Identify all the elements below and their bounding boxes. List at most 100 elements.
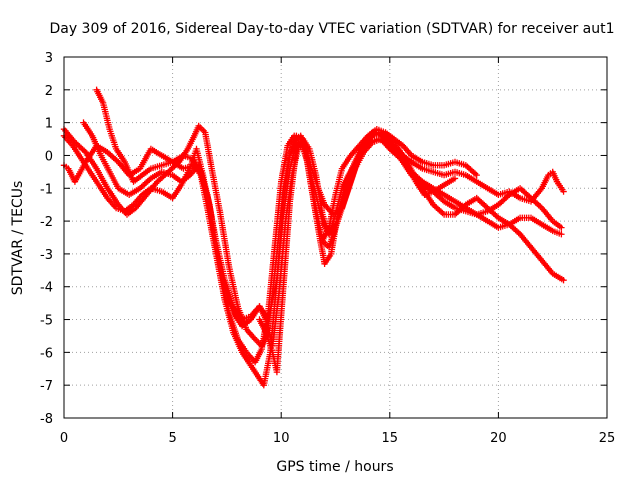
data-point-markers: [332, 167, 345, 198]
data-point-markers: [106, 126, 119, 150]
data-point-markers: [273, 200, 287, 284]
data-point-markers: [221, 277, 236, 308]
data-point-markers: [419, 165, 435, 175]
data-point-markers: [430, 168, 446, 178]
y-tick-label: -7: [40, 379, 53, 394]
data-point-markers: [130, 173, 144, 185]
data-point: [560, 276, 567, 284]
data-point-markers: [538, 173, 551, 192]
data-point-markers: [273, 285, 287, 376]
data-point-markers: [278, 144, 291, 185]
data-point-markers: [69, 142, 84, 161]
data-point-markers: [473, 178, 489, 191]
data-point-markers: [462, 162, 479, 177]
x-tick-label: 20: [490, 431, 507, 446]
data-point-markers: [197, 171, 211, 209]
data-point-markers: [126, 166, 142, 179]
data-point-markers: [169, 171, 183, 184]
data-point-markers: [202, 129, 215, 170]
y-axis-label: SDTVAR / TECUs: [10, 181, 26, 296]
data-point-markers: [147, 185, 163, 195]
x-axis-label: GPS time / hours: [276, 459, 393, 475]
data-point-markers: [451, 202, 468, 218]
y-tick-label: -8: [40, 412, 53, 427]
data-point-markers: [538, 221, 555, 233]
data-point-markers: [238, 317, 253, 330]
data-point-markers: [306, 145, 319, 177]
data-point-markers: [147, 162, 163, 172]
data-point-markers: [369, 136, 383, 146]
data-point-markers: [440, 191, 457, 204]
y-tick-label: -4: [40, 281, 53, 296]
data-point-markers: [408, 158, 424, 171]
y-tick-label: 3: [45, 51, 53, 66]
data-point-markers: [299, 135, 312, 151]
data-point-markers: [212, 250, 228, 301]
x-tick-label: 5: [168, 431, 176, 446]
data-point-markers: [404, 158, 418, 180]
data-point-markers: [139, 166, 153, 179]
data-point-markers: [136, 176, 153, 192]
data-point-markers: [230, 303, 245, 321]
data-point-markers: [256, 316, 269, 334]
data-point-markers: [516, 185, 533, 200]
data-point-markers: [430, 201, 446, 217]
data-point-markers: [238, 313, 252, 323]
data-point-markers: [386, 145, 403, 161]
data-point-markers: [321, 252, 334, 267]
series-track-6: [256, 129, 567, 376]
data-point-markers: [271, 180, 285, 251]
data-point-markers: [549, 270, 565, 283]
data-point-markers: [71, 160, 88, 185]
axis-ticks: 0 5 10 15 20 25 -8 -7 -6 -5 -4 -3 -2 -1 0 1 2 3: [40, 51, 615, 446]
data-point-markers: [419, 178, 435, 191]
data-point-markers: [408, 152, 424, 165]
data-point-markers: [178, 173, 192, 185]
data-point-markers: [338, 154, 353, 172]
data-point-markers: [377, 135, 392, 151]
data-point-markers: [549, 227, 563, 237]
data-point-markers: [217, 211, 232, 268]
data-point-markers: [332, 187, 345, 218]
data-point-markers: [286, 134, 299, 159]
data-point-markers: [225, 263, 241, 308]
data-point-markers: [516, 194, 532, 204]
data-point-markers: [351, 150, 364, 169]
data-point-markers: [104, 149, 120, 164]
data-point-markers: [93, 86, 106, 105]
y-tick-label: 0: [45, 149, 53, 164]
data-point-markers: [430, 185, 446, 197]
data-point-markers: [104, 194, 118, 210]
data-point-markers: [306, 165, 319, 209]
data-point-markers: [221, 296, 236, 334]
data-point-markers: [312, 171, 326, 216]
data-point-markers: [347, 144, 362, 159]
data-point-markers: [184, 134, 197, 153]
x-tick-label: 10: [273, 431, 290, 446]
data-point: [558, 224, 565, 231]
x-tick-label: 25: [599, 431, 616, 446]
data-point-markers: [139, 186, 153, 198]
data-point: [558, 231, 565, 238]
data-point-markers: [147, 169, 164, 182]
data-point-markers: [495, 193, 511, 208]
data-point-markers: [93, 165, 110, 190]
data-point-markers: [373, 129, 387, 139]
data-point-markers: [136, 147, 153, 172]
data-point-markers: [545, 170, 554, 179]
data-point-markers: [147, 145, 164, 158]
y-tick-label: 1: [45, 117, 53, 132]
data-point-markers: [538, 257, 555, 276]
data-point-markers: [97, 152, 112, 173]
data-point-markers: [364, 130, 379, 143]
data-point-markers: [440, 198, 457, 211]
data-point-markers: [158, 188, 174, 201]
data-point-markers: [421, 188, 436, 206]
data-point-markers: [121, 202, 135, 215]
data-point-markers: [126, 186, 142, 198]
data-point-markers: [462, 196, 479, 208]
data-point-markers: [169, 158, 185, 171]
data-point-markers: [527, 214, 544, 227]
series-track-3: [93, 86, 565, 349]
data-point-markers: [382, 132, 396, 148]
